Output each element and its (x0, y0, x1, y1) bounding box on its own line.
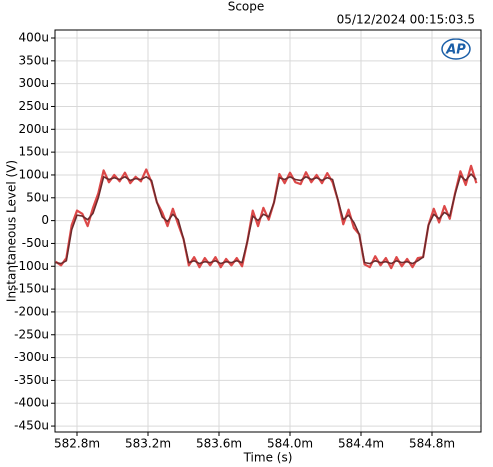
y-tick-label: -450u (14, 419, 49, 433)
logo-ring (441, 38, 471, 60)
timestamp: 05/12/2024 00:15:03.5 (337, 13, 475, 27)
y-tick-label: 350u (18, 53, 49, 67)
y-tick-label: 0 (41, 213, 49, 227)
y-tick-label: 50u (26, 190, 49, 204)
y-tick-label: -250u (14, 327, 49, 341)
y-tick-label: 200u (18, 122, 49, 136)
x-tick-label: 584.0m (267, 437, 313, 451)
x-tick-label: 584.4m (338, 437, 384, 451)
y-tick-label: -200u (14, 304, 49, 318)
logo-text: AP (445, 43, 466, 58)
y-tick-label: -100u (14, 259, 49, 273)
x-tick-label: 582.8m (54, 437, 100, 451)
y-tick-label: -300u (14, 350, 49, 364)
chart-title: Scope (228, 0, 265, 14)
y-tick-label: -50u (22, 236, 49, 250)
y-tick-label: 100u (18, 167, 49, 181)
y-tick-label: 150u (18, 145, 49, 159)
plot-frame (54, 29, 482, 433)
y-tick-label: 400u (18, 30, 49, 44)
y-axis-title: Instantaneous Level (V) (5, 160, 19, 302)
y-tick-label: -400u (14, 396, 49, 410)
x-tick-label: 583.6m (196, 437, 242, 451)
y-tick-label: 300u (18, 76, 49, 90)
series-line (55, 173, 477, 265)
y-tick-label: -350u (14, 373, 49, 387)
x-tick-label: 584.8m (409, 437, 455, 451)
series-line (55, 164, 478, 270)
logo: AP (441, 38, 471, 60)
y-tick-label: -150u (14, 282, 49, 296)
x-axis-title: Time (s) (243, 451, 293, 465)
x-tick-label: 583.2m (125, 437, 171, 451)
y-tick-label: 250u (18, 99, 49, 113)
